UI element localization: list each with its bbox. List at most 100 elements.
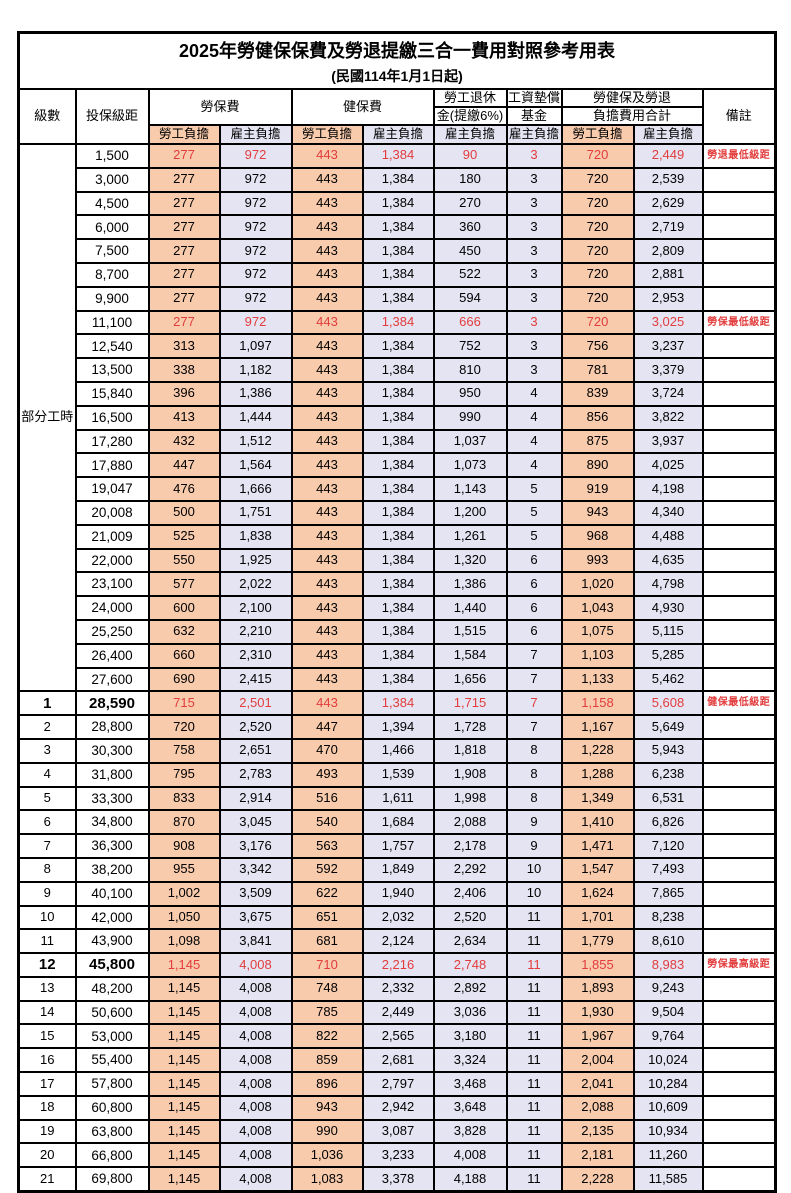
table-row: 9,900 277 972 443 1,384 594 3 720 2,953 bbox=[19, 285, 777, 312]
health-fee-employee-cell: 681 bbox=[290, 928, 364, 955]
health-fee-employee-cell: 443 bbox=[290, 642, 364, 669]
total-employer-cell: 8,610 bbox=[632, 928, 704, 955]
health-fee-employer-cell: 1,384 bbox=[361, 357, 435, 383]
wage-fund-employer-cell: 4 bbox=[505, 428, 563, 455]
health-fee-employee-cell: 822 bbox=[290, 1023, 364, 1050]
note-cell bbox=[701, 880, 777, 907]
health-fee-employer-cell: 1,384 bbox=[361, 261, 435, 288]
note-cell bbox=[701, 452, 777, 479]
col-header-health-insurance: 健保費 bbox=[290, 88, 435, 126]
col-header-pension-line2: 金(提繳6%) bbox=[432, 106, 508, 126]
wage-fund-employer-cell: 4 bbox=[505, 404, 563, 431]
pension-employer-cell: 2,520 bbox=[432, 904, 508, 931]
note-cell bbox=[701, 1118, 777, 1145]
total-employee-cell: 1,967 bbox=[560, 1023, 635, 1050]
health-fee-employee-cell: 443 bbox=[290, 166, 364, 193]
labor-fee-employee-cell: 476 bbox=[147, 476, 221, 502]
bracket-cell: 34,800 bbox=[74, 809, 150, 836]
total-employee-cell: 720 bbox=[560, 238, 635, 264]
wage-fund-employer-cell: 6 bbox=[505, 595, 563, 621]
total-employee-cell: 856 bbox=[560, 404, 635, 431]
premium-comparison-table: 2025年勞健保保費及勞退提繳三合一費用對照參考用表 (民國114年1月1日起)… bbox=[17, 31, 778, 1193]
level-cell: 14 bbox=[17, 999, 77, 1026]
labor-fee-employee-cell: 1,145 bbox=[147, 1047, 221, 1074]
total-employer-cell: 8,983 bbox=[632, 952, 704, 978]
header-row-2: 金(提繳6%) 基金 負擔費用合計 bbox=[19, 106, 776, 126]
pension-employer-cell: 270 bbox=[432, 190, 508, 217]
labor-fee-employer-cell: 3,176 bbox=[218, 833, 293, 859]
health-fee-employee-cell: 443 bbox=[290, 618, 364, 645]
labor-fee-employer-cell: 3,675 bbox=[218, 904, 293, 931]
level-cell: 2 bbox=[17, 714, 77, 740]
bracket-cell: 40,100 bbox=[74, 880, 150, 907]
labor-fee-employer-cell: 2,415 bbox=[218, 666, 293, 693]
labor-fee-employer-cell: 4,008 bbox=[218, 999, 293, 1026]
wage-fund-employer-cell: 3 bbox=[505, 357, 563, 383]
health-fee-employer-cell: 3,233 bbox=[361, 1142, 435, 1169]
health-fee-employer-cell: 1,384 bbox=[361, 595, 435, 621]
table-row: 6,000 277 972 443 1,384 360 3 720 2,719 bbox=[19, 214, 777, 241]
health-fee-employee-cell: 443 bbox=[290, 238, 364, 264]
note-cell bbox=[701, 476, 777, 502]
pension-employer-cell: 1,656 bbox=[432, 666, 508, 693]
health-fee-employee-cell: 443 bbox=[290, 380, 364, 407]
health-fee-employer-cell: 1,384 bbox=[361, 309, 435, 336]
labor-fee-employer-cell: 2,100 bbox=[218, 595, 293, 621]
labor-fee-employee-cell: 908 bbox=[147, 833, 221, 859]
health-fee-employer-cell: 1,384 bbox=[361, 285, 435, 312]
total-employee-cell: 720 bbox=[560, 214, 635, 241]
note-cell bbox=[701, 166, 777, 193]
table-row: 1 28,590 715 2,501 443 1,384 1,715 7 1,158 5,608 健… bbox=[17, 690, 777, 717]
total-employer-cell: 5,943 bbox=[632, 737, 704, 764]
note-cell bbox=[701, 261, 777, 288]
bracket-cell: 16,500 bbox=[74, 404, 150, 431]
pension-employer-cell: 1,818 bbox=[432, 737, 508, 764]
health-fee-employer-cell: 1,384 bbox=[361, 571, 435, 598]
note-cell bbox=[701, 214, 777, 241]
health-fee-employee-cell: 443 bbox=[290, 499, 364, 526]
health-fee-employer-cell: 2,032 bbox=[361, 904, 435, 931]
health-fee-employer-cell: 1,684 bbox=[361, 809, 435, 836]
total-employee-cell: 1,779 bbox=[560, 928, 635, 955]
pension-employer-cell: 450 bbox=[432, 238, 508, 264]
bracket-cell: 69,800 bbox=[74, 1166, 150, 1193]
total-employee-cell: 2,181 bbox=[560, 1142, 635, 1169]
total-employee-cell: 2,135 bbox=[560, 1118, 635, 1145]
health-fee-employer-cell: 2,942 bbox=[361, 1094, 435, 1121]
health-fee-employer-cell: 3,087 bbox=[361, 1118, 435, 1145]
labor-fee-employer-cell: 1,564 bbox=[218, 452, 293, 479]
subheader-total-employee: 勞工負擔 bbox=[560, 124, 635, 145]
level-cell: 3 bbox=[17, 737, 77, 764]
labor-fee-employer-cell: 4,008 bbox=[218, 1094, 293, 1121]
health-fee-employer-cell: 2,332 bbox=[361, 975, 435, 1002]
col-header-wage-fund-line1: 工資墊償 bbox=[505, 88, 563, 108]
total-employee-cell: 2,228 bbox=[560, 1166, 635, 1193]
bracket-cell: 23,100 bbox=[74, 571, 150, 598]
total-employee-cell: 890 bbox=[560, 452, 635, 479]
wage-fund-employer-cell: 3 bbox=[505, 333, 563, 360]
bracket-cell: 63,800 bbox=[74, 1118, 150, 1145]
health-fee-employer-cell: 3,378 bbox=[361, 1166, 435, 1193]
note-cell bbox=[701, 1071, 777, 1097]
bracket-cell: 7,500 bbox=[74, 238, 150, 264]
labor-fee-employee-cell: 277 bbox=[147, 261, 221, 288]
total-employer-cell: 3,237 bbox=[632, 333, 704, 360]
labor-fee-employer-cell: 2,022 bbox=[218, 571, 293, 598]
health-fee-employer-cell: 1,384 bbox=[361, 190, 435, 217]
bracket-cell: 36,300 bbox=[74, 833, 150, 859]
health-fee-employer-cell: 1,384 bbox=[361, 404, 435, 431]
total-employer-cell: 2,953 bbox=[632, 285, 704, 312]
health-fee-employer-cell: 1,394 bbox=[361, 714, 435, 740]
wage-fund-employer-cell: 11 bbox=[505, 1142, 563, 1169]
pension-employer-cell: 594 bbox=[432, 285, 508, 312]
table-row: 27,600 690 2,415 443 1,384 1,656 7 1,133 5,462 bbox=[19, 666, 777, 693]
health-fee-employer-cell: 1,940 bbox=[361, 880, 435, 907]
bracket-cell: 19,047 bbox=[74, 476, 150, 502]
table-row: 9 40,100 1,002 3,509 622 1,940 2,406 10 1,624 7,8… bbox=[17, 880, 777, 907]
labor-fee-employer-cell: 1,444 bbox=[218, 404, 293, 431]
labor-fee-employer-cell: 2,651 bbox=[218, 737, 293, 764]
health-fee-employer-cell: 1,384 bbox=[361, 214, 435, 241]
health-fee-employee-cell: 516 bbox=[290, 785, 364, 812]
health-fee-employee-cell: 443 bbox=[290, 547, 364, 574]
health-fee-employer-cell: 1,384 bbox=[361, 238, 435, 264]
